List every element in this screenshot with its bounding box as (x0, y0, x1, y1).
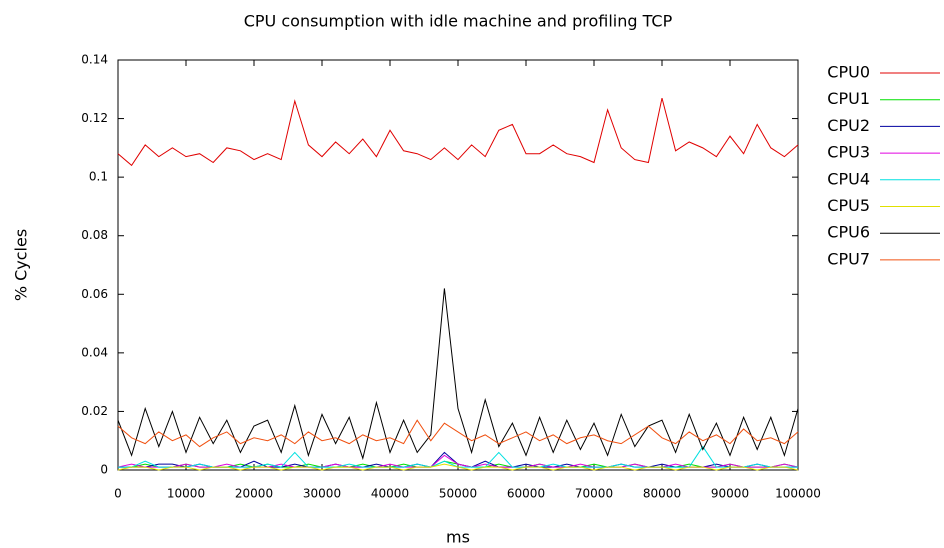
y-tick-label: 0.02 (81, 404, 108, 418)
legend-label: CPU6 (827, 223, 870, 242)
chart-title: CPU consumption with idle machine and pr… (244, 12, 673, 31)
series-line (117, 419, 799, 448)
x-tick-label: 40000 (371, 487, 409, 501)
y-tick-label: 0.08 (81, 228, 108, 242)
x-tick-label: 30000 (303, 487, 341, 501)
x-tick-label: 70000 (575, 487, 613, 501)
legend-label: CPU1 (827, 89, 870, 108)
series-line (117, 288, 799, 461)
legend-label: CPU3 (827, 143, 870, 162)
series-line (117, 463, 799, 471)
y-tick-label: 0.14 (81, 53, 108, 67)
x-tick-label: 50000 (439, 487, 477, 501)
x-tick-label: 0 (114, 487, 122, 501)
legend-label: CPU5 (827, 196, 870, 215)
x-axis-label: ms (446, 528, 470, 547)
y-tick-label: 0.06 (81, 287, 108, 301)
x-tick-label: 80000 (643, 487, 681, 501)
legend-label: CPU2 (827, 116, 870, 135)
legend-label: CPU7 (827, 249, 870, 268)
x-tick-label: 20000 (235, 487, 273, 501)
series-line (117, 454, 799, 468)
y-tick-label: 0.12 (81, 111, 108, 125)
y-axis-label: % Cycles (12, 229, 31, 301)
x-tick-label: 100000 (775, 487, 821, 501)
x-tick-label: 10000 (167, 487, 205, 501)
y-tick-label: 0.04 (81, 345, 108, 359)
legend-label: CPU0 (827, 63, 870, 82)
x-tick-label: 60000 (507, 487, 545, 501)
legend-label: CPU4 (827, 169, 870, 188)
y-tick-label: 0 (100, 463, 108, 477)
y-tick-label: 0.1 (89, 170, 108, 184)
x-tick-label: 90000 (711, 487, 749, 501)
series-line (117, 97, 799, 167)
